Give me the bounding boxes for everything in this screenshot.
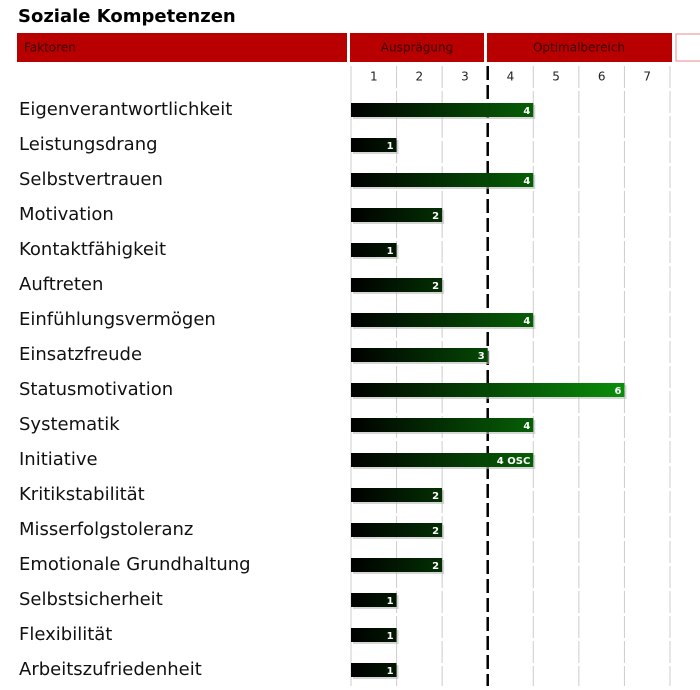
bar [351,173,534,187]
header-cell [675,33,700,62]
header-cell [17,33,347,62]
x-tick-label: 6 [598,70,606,84]
header-cell [350,33,484,62]
category-label: Motivation [19,204,114,225]
category-label: Kritikstabilität [19,484,145,505]
header-label: Ausprägung [381,41,453,55]
bar [351,208,443,222]
bar [351,278,443,292]
bar [351,383,625,397]
header-cell [487,33,672,62]
header-label: Optimalbereich [533,41,625,55]
value-label: 1 [387,246,394,257]
chart-title: Soziale Kompetenzen [18,6,236,27]
category-label: Emotionale Grundhaltung [19,554,251,575]
bar [351,523,443,537]
category-label: Leistungsdrang [19,134,158,155]
value-label: 2 [432,211,439,222]
category-label: Selbstsicherheit [19,589,163,610]
category-label: Misserfolgstoleranz [19,519,193,540]
bar [351,488,443,502]
bar [351,348,488,362]
bar [351,663,397,677]
x-tick-label: 5 [552,70,560,84]
value-label: 1 [387,596,394,607]
category-label: Kontaktfähigkeit [19,239,166,260]
x-tick-label: 4 [507,70,515,84]
value-label: 6 [614,386,621,397]
category-label: Einfühlungsvermögen [19,309,216,330]
bar [351,243,397,257]
bar [351,558,443,572]
bar [351,138,397,152]
bar [351,593,397,607]
value-label: 4 [523,421,530,432]
x-tick-label: 2 [416,70,424,84]
category-label: Eigenverantwortlichkeit [19,99,232,120]
x-tick-label: 7 [643,70,651,84]
category-label: Initiative [19,449,98,470]
value-label: 4 [523,316,530,327]
value-label: 4 [523,106,530,117]
value-label: 1 [387,141,394,152]
value-label: 4 OSC [497,456,530,467]
value-label: 2 [432,561,439,572]
category-label: Flexibilität [19,624,112,645]
category-label: Einsatzfreude [19,344,142,365]
x-tick-label: 1 [370,70,378,84]
category-label: Arbeitszufriedenheit [19,659,202,680]
bar [351,418,534,432]
bar [351,453,534,467]
category-label: Systematik [19,414,120,435]
bar [351,313,534,327]
bar [351,103,534,117]
x-tick-label: 3 [461,70,469,84]
value-label: 2 [432,491,439,502]
value-label: 1 [387,631,394,642]
bar [351,628,397,642]
value-label: 2 [432,281,439,292]
value-label: 4 [523,176,530,187]
category-label: Statusmotivation [19,379,173,400]
category-label: Auftreten [19,274,103,295]
value-label: 3 [478,351,485,362]
header-label: Faktoren [24,41,76,55]
value-label: 2 [432,526,439,537]
value-label: 1 [387,666,394,677]
category-label: Selbstvertrauen [19,169,163,190]
